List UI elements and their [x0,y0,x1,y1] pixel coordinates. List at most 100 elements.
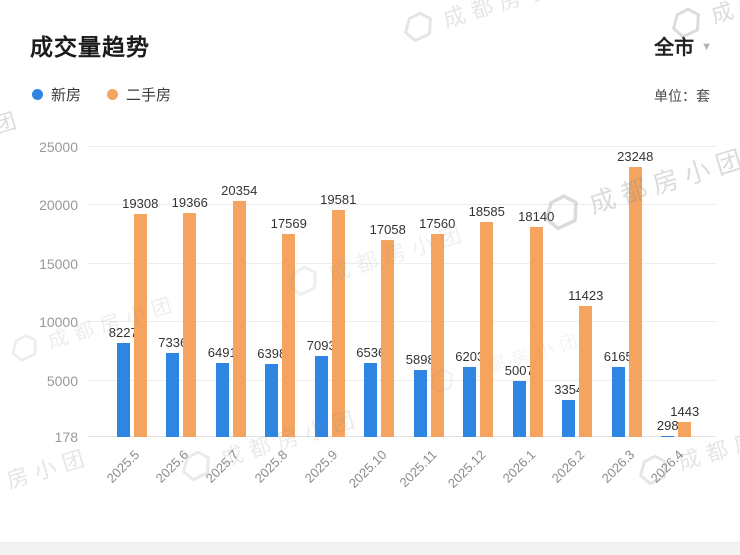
gridline [88,262,716,264]
bar-value-label: 19581 [320,192,357,208]
x-axis-tick-label: 2025.8 [252,447,291,486]
gridline [88,204,716,206]
bar-value-label: 17560 [419,215,456,231]
bar-resale-house[interactable]: 11423 [568,288,603,437]
bar-value-label: 1443 [670,404,700,420]
x-axis-tick-label: 2026.3 [598,447,638,486]
bar-value-label: 5007 [504,362,534,378]
y-axis-tick-label: 10000 [39,314,78,331]
bar-new-house[interactable]: 7336 [158,335,187,437]
bar-value-label: 8227 [108,324,138,340]
region-selector[interactable]: 全市 ▼ [654,31,712,60]
bar-resale-house[interactable]: 1443 [670,404,699,437]
bar-value-label: 19308 [122,195,159,211]
legend-dot-icon [107,89,119,100]
bar-new-house[interactable]: 6536 [356,345,385,437]
bar-value-label: 18585 [468,203,505,219]
bar-resale-house[interactable]: 17560 [419,216,455,437]
bar-new-house[interactable]: 5898 [406,352,435,437]
bar-group: 6491 20354 [206,147,257,437]
bar-resale-house[interactable]: 23248 [617,149,653,437]
watermark-text: 成都房小团 [439,0,587,34]
bar-group: 3354 11423 [553,147,603,437]
y-axis: 178 5000 10000 15000 20000 25000 [0,139,78,445]
bar-group: 6165 23248 [602,147,653,437]
bar-value-label: 6203 [455,348,485,364]
bar-new-house[interactable]: 8227 [109,325,138,437]
x-axis-tick-label: 2025.5 [103,447,143,486]
legend-dot-icon [32,89,43,100]
gridline [88,146,716,147]
x-axis-tick-label: 2025.11 [396,447,440,491]
bar-resale-house[interactable]: 17569 [271,216,307,437]
bar-group: 6203 18585 [454,147,505,437]
bar-value-label: 6491 [207,345,237,361]
bar-new-house[interactable]: 298 [657,418,679,437]
bar-resale-house[interactable]: 18585 [469,204,505,437]
bar-value-label: 5898 [405,352,435,368]
bar-value-label: 3354 [554,381,584,397]
bar-new-house[interactable]: 6491 [208,345,237,437]
y-axis-tick-label: 5000 [46,372,78,389]
bar-value-label: 23248 [617,149,654,165]
page-title: 成交量趋势 [30,34,150,60]
watermark-instance: 成都房小团 [0,439,95,525]
region-selector-label: 全市 [654,37,695,59]
bar-resale-house[interactable]: 19308 [122,196,158,437]
bar-value-label: 19366 [171,194,208,210]
bar-value-label: 6165 [603,349,633,365]
legend-item-resale-house[interactable]: 二手房 [107,84,171,105]
bar-new-house[interactable]: 6165 [604,349,633,437]
bar-value-label: 17058 [369,221,406,237]
legend-label: 二手房 [126,87,172,104]
bar-new-house[interactable]: 5007 [505,363,534,437]
bottom-divider [0,542,740,555]
bar-new-house[interactable]: 3354 [554,382,583,437]
bar-value-label: 11423 [568,287,604,303]
x-axis-tick-label: 2025.9 [301,447,341,486]
bar-new-house[interactable]: 6398 [257,346,286,437]
y-axis-tick-label: 178 [54,429,78,445]
bar-value-label: 6536 [356,344,386,360]
x-axis-tick-label: 2026.4 [648,447,687,486]
x-axis-tick-label: 2026.1 [499,447,539,486]
bar-group: 6398 17569 [256,147,307,437]
x-axis-tick-label: 2026.2 [549,447,588,486]
x-axis-tick-label: 2025.6 [153,447,192,486]
bar-group: 5007 18140 [503,147,554,437]
bar-value-label: 17569 [270,215,307,231]
bar-value-label: 18140 [518,209,555,225]
x-axis: 2025.5 2025.6 2025.7 2025.8 2025.9 2025.10 202… [103,437,701,507]
legend-item-new-house[interactable]: 新房 [32,84,81,105]
gridline [88,436,716,437]
bar-resale-house[interactable]: 17058 [370,222,406,437]
bar-group: 5898 17560 [404,147,455,437]
bar-value-label: 7093 [306,338,336,354]
bar-group: 7336 19366 [157,147,208,437]
unit-label: 单位：套 [654,88,710,104]
bar-group: 298 1443 [652,147,702,437]
y-axis-tick-label: 25000 [39,139,78,155]
y-axis-tick-label: 15000 [39,255,78,272]
bar-value-label: 6398 [257,346,287,362]
bar-value-label: 20354 [221,183,258,199]
bar-group: 8227 19308 [107,147,158,437]
bar-resale-house[interactable]: 18140 [518,209,554,437]
bar-new-house[interactable]: 6203 [455,349,484,437]
y-axis-tick-label: 20000 [39,197,78,214]
bar-value-label: 7336 [158,335,188,351]
bar-group: 7093 19581 [305,147,356,437]
bar-new-house[interactable]: 7093 [307,338,336,437]
bar-group: 6536 17058 [355,147,406,437]
plot-area: 8227 19308 7336 19366 6491 20354 6398 17569 7093… [88,146,716,491]
x-axis-tick-label: 2025.10 [346,447,390,491]
chart-legend: 新房 二手房 [32,84,171,105]
bar-resale-house[interactable]: 19366 [172,195,208,437]
bar-value-label: 298 [656,417,679,433]
bar-resale-house[interactable]: 20354 [221,183,257,437]
bar-resale-house[interactable]: 19581 [320,192,356,437]
chevron-down-icon: ▼ [701,40,712,53]
x-axis-tick-label: 2025.7 [202,447,242,486]
watermark-instance: 成都房小团 [397,0,586,47]
